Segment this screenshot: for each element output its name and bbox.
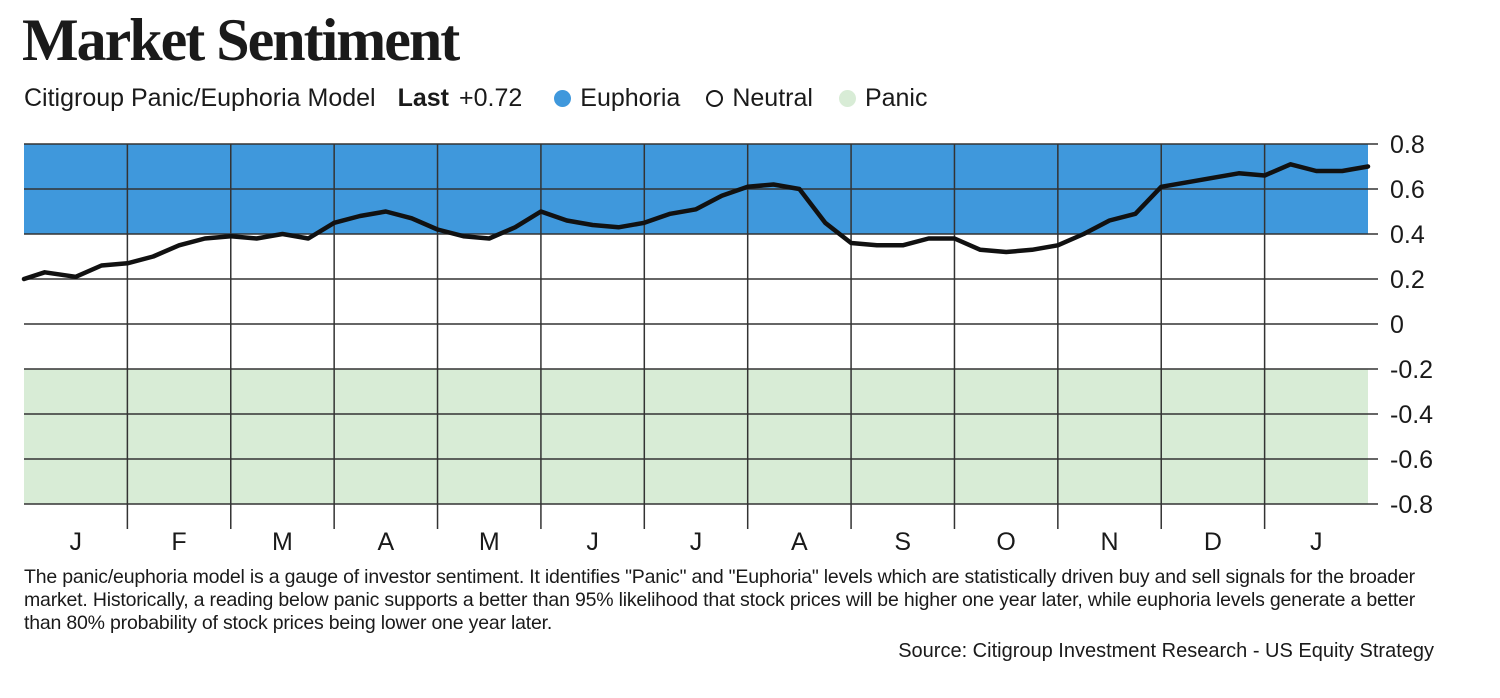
legend-panic: Panic <box>838 83 928 113</box>
x-tick-label: A <box>791 528 808 556</box>
x-tick-label: J <box>69 528 82 556</box>
y-tick-label: 0.4 <box>1390 221 1425 249</box>
x-tick-label: M <box>479 528 500 556</box>
panic-dot-icon <box>838 89 856 107</box>
x-tick-label: A <box>378 528 395 556</box>
footnote: The panic/euphoria model is a gauge of i… <box>24 566 1416 634</box>
chart-title: Market Sentiment <box>22 7 460 73</box>
y-tick-label: -0.8 <box>1390 491 1433 519</box>
subheader: Citigroup Panic/Euphoria Model Last +0.7… <box>24 80 953 116</box>
x-tick-label: J <box>1310 528 1323 556</box>
y-tick-label: 0.2 <box>1390 266 1425 294</box>
x-tick-label: O <box>996 528 1015 556</box>
legend-neutral-label: Neutral <box>732 83 813 112</box>
y-tick-label: -0.6 <box>1390 446 1433 474</box>
last-label: Last <box>397 83 449 112</box>
x-tick-label: S <box>894 528 911 556</box>
series-line-0 <box>21 162 1371 282</box>
y-tick-label: 0.8 <box>1390 131 1425 159</box>
y-tick-label: 0 <box>1390 311 1404 339</box>
x-tick-label: N <box>1101 528 1119 556</box>
last-value: +0.72 <box>459 83 523 112</box>
x-tick-label: J <box>690 528 703 556</box>
legend-panic-label: Panic <box>864 83 928 112</box>
y-tick-label: -0.2 <box>1390 356 1433 384</box>
x-tick-label: M <box>272 528 293 556</box>
y-tick-label: 0.6 <box>1390 176 1425 204</box>
neutral-dot-icon <box>706 89 724 107</box>
legend-euphoria-label: Euphoria <box>580 83 681 112</box>
band-panic <box>24 369 1368 504</box>
sentiment-line-chart: 0.8 0.6 0.4 0.2 0 -0.2 -0.4 -0.6 -0.8 J F M A M J J A S O N… <box>21 131 1433 556</box>
model-name: Citigroup Panic/Euphoria Model <box>24 83 376 112</box>
source-note: Source: Citigroup Investment Research - … <box>898 640 1434 662</box>
y-tick-label: -0.4 <box>1390 401 1433 429</box>
x-tick-label: D <box>1204 528 1222 556</box>
legend-euphoria: Euphoria <box>554 84 680 113</box>
euphoria-dot-icon <box>554 89 572 107</box>
x-tick-label: F <box>171 528 186 556</box>
legend-neutral: Neutral <box>706 84 813 113</box>
x-tick-label: J <box>586 528 599 556</box>
